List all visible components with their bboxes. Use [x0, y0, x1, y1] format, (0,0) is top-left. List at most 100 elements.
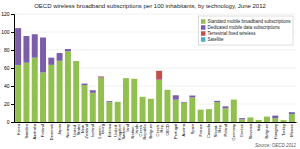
bar — [73, 60, 79, 61]
bar — [289, 112, 295, 114]
y-tick-mark — [11, 68, 14, 69]
bar — [32, 34, 38, 57]
bar — [73, 61, 79, 122]
x-axis: KoreaSwedenAustraliaFinlandDenmarkJapanN… — [15, 123, 297, 141]
bar — [82, 85, 88, 122]
chart: OECD wireless broadband subscriptions pe… — [0, 0, 300, 149]
bar — [256, 119, 262, 120]
bar — [140, 96, 146, 97]
y-tick: 40 — [4, 83, 14, 89]
bar — [115, 101, 121, 102]
x-tick: Slovak Rep. — [213, 124, 222, 137]
bar — [181, 102, 187, 103]
legend-item: Satellite — [201, 37, 224, 42]
y-tick: 100 — [1, 29, 14, 35]
bar — [214, 100, 220, 101]
bar — [57, 61, 63, 122]
x-tick: Iceland — [90, 124, 95, 137]
bar — [239, 118, 245, 119]
bar — [65, 49, 71, 51]
bar — [90, 90, 96, 91]
x-tick: France — [198, 123, 203, 136]
x-tick: Korea — [16, 123, 21, 134]
bar — [289, 112, 295, 113]
bar — [189, 95, 195, 96]
grid-line — [14, 104, 296, 105]
grid — [14, 14, 296, 122]
y-tick-label: 20 — [4, 101, 10, 107]
legend-label: Satellite — [207, 37, 224, 42]
x-tick: Denmark — [49, 124, 54, 140]
bar — [247, 117, 253, 118]
bar — [289, 114, 295, 122]
x-tick: New Zealand — [80, 124, 89, 138]
bar — [65, 49, 71, 50]
bar — [198, 110, 204, 122]
bar — [82, 83, 88, 84]
bar — [247, 117, 253, 118]
y-tick-mark — [11, 86, 14, 87]
x-tick-label: Slovak Rep. — [213, 124, 222, 137]
x-tick-label: Turkey — [281, 124, 286, 136]
bar — [164, 90, 170, 122]
grid-line — [14, 50, 296, 51]
bar — [148, 98, 154, 99]
x-tick: Czech Rep. — [155, 124, 164, 136]
x-tick: Canada — [206, 123, 211, 138]
bar — [206, 109, 212, 110]
bar — [131, 78, 137, 79]
x-tick-label: Portugal — [173, 124, 178, 139]
bar — [173, 95, 179, 96]
bar — [48, 65, 54, 122]
legend-label: Terrestrial fixed wireless — [207, 31, 256, 36]
bar — [272, 116, 278, 119]
bar — [231, 99, 237, 100]
x-tick: Finland — [40, 124, 45, 137]
y-tick: 80 — [4, 47, 14, 53]
x-tick-label: Slovenia — [248, 123, 253, 139]
bar — [206, 109, 212, 110]
bar — [239, 118, 245, 119]
y-tick-mark — [11, 122, 14, 123]
bar — [181, 102, 187, 103]
x-tick-label: Hungary — [273, 124, 278, 139]
x-tick-label: Australia — [32, 123, 37, 139]
bar — [40, 37, 46, 72]
bar — [65, 51, 71, 122]
x-tick-label: Norway — [65, 124, 70, 138]
x-tick-label: Greece — [239, 123, 244, 137]
bar — [214, 101, 220, 102]
bar — [247, 117, 253, 122]
bar — [131, 78, 137, 79]
bar — [82, 84, 88, 85]
bar — [231, 99, 237, 100]
bar — [123, 78, 129, 79]
y-tick-label: 0 — [7, 119, 10, 125]
bar — [32, 58, 38, 122]
bar — [106, 102, 112, 122]
x-tick: Spain — [190, 124, 195, 134]
bar — [156, 71, 162, 80]
x-tick-label: Japan — [57, 124, 62, 135]
x-tick-label: Czech Rep. — [155, 124, 164, 136]
bar — [65, 49, 71, 50]
x-tick: Sweden — [24, 124, 29, 138]
bar — [123, 78, 129, 79]
bar — [223, 106, 229, 108]
bar — [106, 101, 112, 102]
y-tick: 0 — [7, 119, 14, 125]
x-tick-label: Belgium — [148, 123, 153, 138]
legend-item: Dedicated mobile data subscriptions — [201, 25, 281, 30]
bar — [48, 57, 54, 58]
bar — [281, 120, 287, 122]
legend: Standard mobile broadband subscriptionsD… — [198, 16, 293, 45]
bar — [264, 116, 270, 117]
bar — [106, 101, 112, 103]
bar — [206, 109, 212, 122]
bar — [140, 96, 146, 97]
bar — [131, 79, 137, 122]
bar — [148, 98, 154, 99]
x-tick-label: Spain — [190, 124, 195, 134]
bar — [90, 90, 96, 91]
bar — [140, 96, 146, 97]
